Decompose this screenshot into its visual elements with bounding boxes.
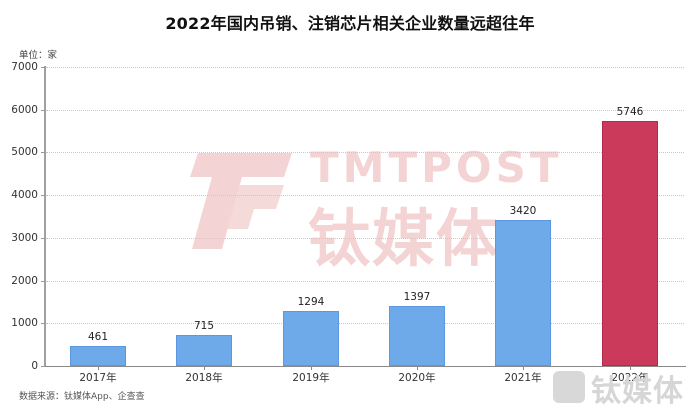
bar-value-label: 1397 xyxy=(403,291,431,303)
x-tick-mark xyxy=(630,366,631,370)
gridline xyxy=(46,152,684,153)
gridline xyxy=(46,238,684,239)
data-source-label: 数据来源：钛媒体App、企查查 xyxy=(19,392,145,402)
x-tick-mark xyxy=(98,366,99,370)
tmtpost-logo-icon xyxy=(553,371,585,403)
x-tick-mark xyxy=(523,366,524,370)
y-tick-mark xyxy=(41,67,45,68)
bar-2022 xyxy=(602,121,658,366)
bar-2018 xyxy=(176,335,232,366)
x-category-label: 2019年 xyxy=(292,372,330,384)
tmtpost-logo-watermark-icon xyxy=(190,153,292,249)
gridline xyxy=(46,323,684,324)
y-tick-mark xyxy=(41,238,45,239)
gridline xyxy=(46,110,684,111)
y-tick-label: 0 xyxy=(31,360,38,372)
x-tick-mark xyxy=(417,366,418,370)
bar-value-label: 3420 xyxy=(509,205,537,217)
bar-value-label: 5746 xyxy=(616,106,644,118)
y-tick-mark xyxy=(41,110,45,111)
x-category-label: 2020年 xyxy=(398,372,436,384)
bar-2020 xyxy=(389,306,445,366)
y-tick-mark xyxy=(41,323,45,324)
y-tick-mark xyxy=(41,195,45,196)
corner-brand-text: 钛媒体 xyxy=(591,374,684,409)
x-category-label: 2017年 xyxy=(79,372,117,384)
x-category-label: 2018年 xyxy=(185,372,223,384)
bar-2021 xyxy=(495,220,551,366)
y-tick-label: 7000 xyxy=(11,61,38,73)
x-axis-line xyxy=(44,366,686,367)
x-tick-mark xyxy=(204,366,205,370)
y-tick-label: 6000 xyxy=(11,104,38,116)
bar-value-label: 1294 xyxy=(297,296,325,308)
x-tick-mark xyxy=(311,366,312,370)
y-tick-label: 5000 xyxy=(11,146,38,158)
watermark-text-en: TMTPOST xyxy=(310,143,563,192)
bar-2017 xyxy=(70,346,126,366)
x-category-label: 2022年 xyxy=(611,372,649,384)
y-axis-line xyxy=(44,66,46,367)
y-tick-mark xyxy=(41,366,45,367)
bar-value-label: 461 xyxy=(87,331,109,343)
y-tick-mark xyxy=(41,281,45,282)
y-tick-mark xyxy=(41,152,45,153)
y-tick-label: 4000 xyxy=(11,189,38,201)
gridline xyxy=(46,281,684,282)
x-category-label: 2021年 xyxy=(504,372,542,384)
gridline xyxy=(46,67,684,68)
corner-brand-logo: 钛媒体 xyxy=(553,370,700,409)
watermark-text-cn: 钛媒体 xyxy=(308,202,501,275)
y-tick-label: 1000 xyxy=(11,317,38,329)
bar-2019 xyxy=(283,311,339,366)
bar-value-label: 715 xyxy=(193,320,215,332)
gridline xyxy=(46,195,684,196)
y-tick-label: 3000 xyxy=(11,232,38,244)
chart-title: 2022年国内吊销、注销芯片相关企业数量远超往年 xyxy=(165,14,535,33)
y-tick-label: 2000 xyxy=(11,275,38,287)
y-axis-unit-label: 单位：家 xyxy=(19,50,58,61)
